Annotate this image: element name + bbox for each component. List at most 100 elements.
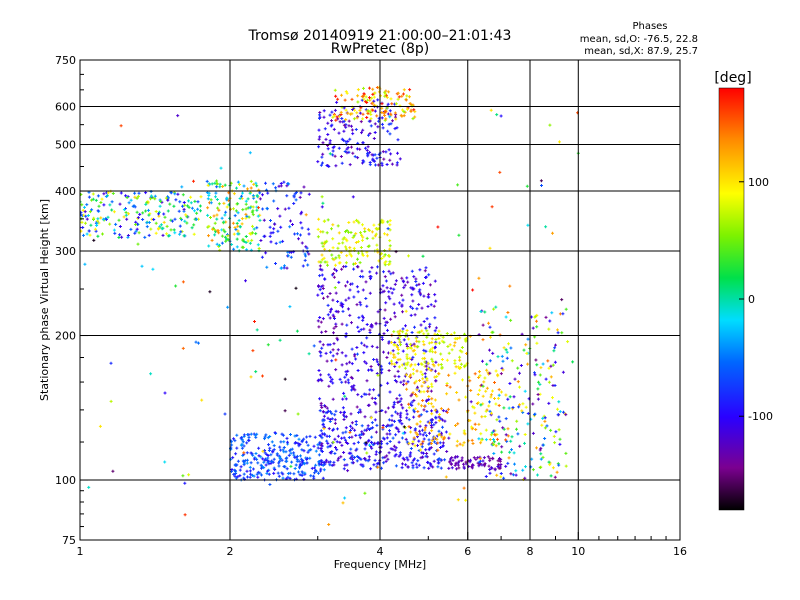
data-point (330, 253, 334, 257)
data-point (369, 277, 372, 281)
data-point (413, 407, 417, 411)
data-point (318, 267, 322, 271)
data-point (306, 450, 310, 454)
data-point (328, 434, 331, 438)
data-point (394, 446, 398, 450)
data-point (366, 154, 370, 158)
data-point (178, 232, 182, 236)
data-point (346, 469, 350, 473)
data-point (300, 241, 304, 245)
data-point (331, 348, 335, 352)
data-point (385, 286, 389, 290)
data-point (396, 412, 400, 416)
data-point (419, 390, 423, 394)
data-point (488, 468, 492, 471)
chart-subtitle: RwPretec (8p) (331, 41, 429, 57)
data-point (416, 459, 420, 463)
data-point (411, 349, 415, 353)
data-point (297, 237, 300, 241)
data-point (299, 233, 302, 237)
data-point (541, 416, 545, 420)
data-point (510, 359, 514, 363)
data-point (430, 357, 434, 361)
data-point (329, 350, 333, 354)
data-point (389, 152, 393, 156)
data-point (331, 153, 335, 157)
x-tick-label: 1 (77, 545, 84, 558)
data-point (96, 194, 100, 198)
data-point (251, 349, 255, 353)
data-point (415, 394, 419, 398)
data-point (370, 435, 374, 439)
data-point (497, 404, 501, 407)
data-point (388, 158, 392, 162)
data-point (133, 195, 137, 199)
data-point (415, 465, 419, 469)
data-point (407, 402, 411, 406)
data-point (368, 163, 372, 167)
data-point (376, 265, 379, 269)
data-point (361, 316, 365, 320)
data-point (344, 397, 348, 401)
data-point (508, 395, 512, 399)
data-point (236, 475, 240, 479)
data-point (454, 424, 457, 427)
data-point (456, 422, 460, 426)
data-point (350, 282, 354, 286)
data-point (353, 354, 357, 358)
data-point (390, 362, 394, 366)
data-point (421, 399, 425, 402)
data-point (462, 486, 466, 490)
data-point (367, 392, 371, 396)
data-point (446, 345, 450, 348)
data-point (424, 349, 428, 353)
data-point (272, 448, 276, 452)
data-point (207, 224, 211, 228)
data-point (326, 416, 330, 420)
data-point (419, 442, 423, 446)
data-point (344, 125, 348, 129)
data-point (337, 146, 341, 150)
data-point (430, 409, 433, 413)
data-point (282, 446, 286, 449)
data-point (352, 295, 356, 299)
data-point (383, 455, 387, 459)
data-point (388, 440, 392, 443)
data-point (306, 263, 310, 267)
data-point (397, 332, 401, 336)
data-point (206, 183, 210, 187)
data-point (554, 430, 558, 434)
data-point (544, 225, 548, 229)
data-point (347, 307, 350, 311)
data-point (401, 406, 405, 410)
data-point (367, 455, 371, 459)
data-point (282, 440, 286, 444)
data-point (397, 95, 401, 99)
data-point (416, 345, 420, 349)
x-tick-label: 2 (227, 545, 234, 558)
data-point (372, 358, 376, 361)
data-point (278, 240, 282, 244)
data-point (340, 161, 344, 165)
data-point (80, 229, 83, 233)
data-point (352, 249, 356, 252)
data-point (323, 247, 327, 251)
data-point (366, 145, 370, 149)
data-point (428, 349, 432, 353)
data-point (296, 232, 299, 236)
data-point (365, 116, 369, 119)
data-point (272, 471, 276, 475)
data-point (409, 373, 412, 377)
data-point (533, 413, 536, 417)
data-point (483, 376, 487, 380)
data-point (356, 265, 360, 269)
y-tick-label: 750 (55, 54, 76, 67)
data-point (376, 98, 380, 102)
data-point (515, 427, 518, 431)
data-point (460, 456, 464, 460)
data-point (490, 431, 494, 435)
data-point (327, 427, 331, 431)
data-point (367, 133, 370, 137)
data-point (94, 229, 98, 233)
data-point (410, 346, 413, 350)
